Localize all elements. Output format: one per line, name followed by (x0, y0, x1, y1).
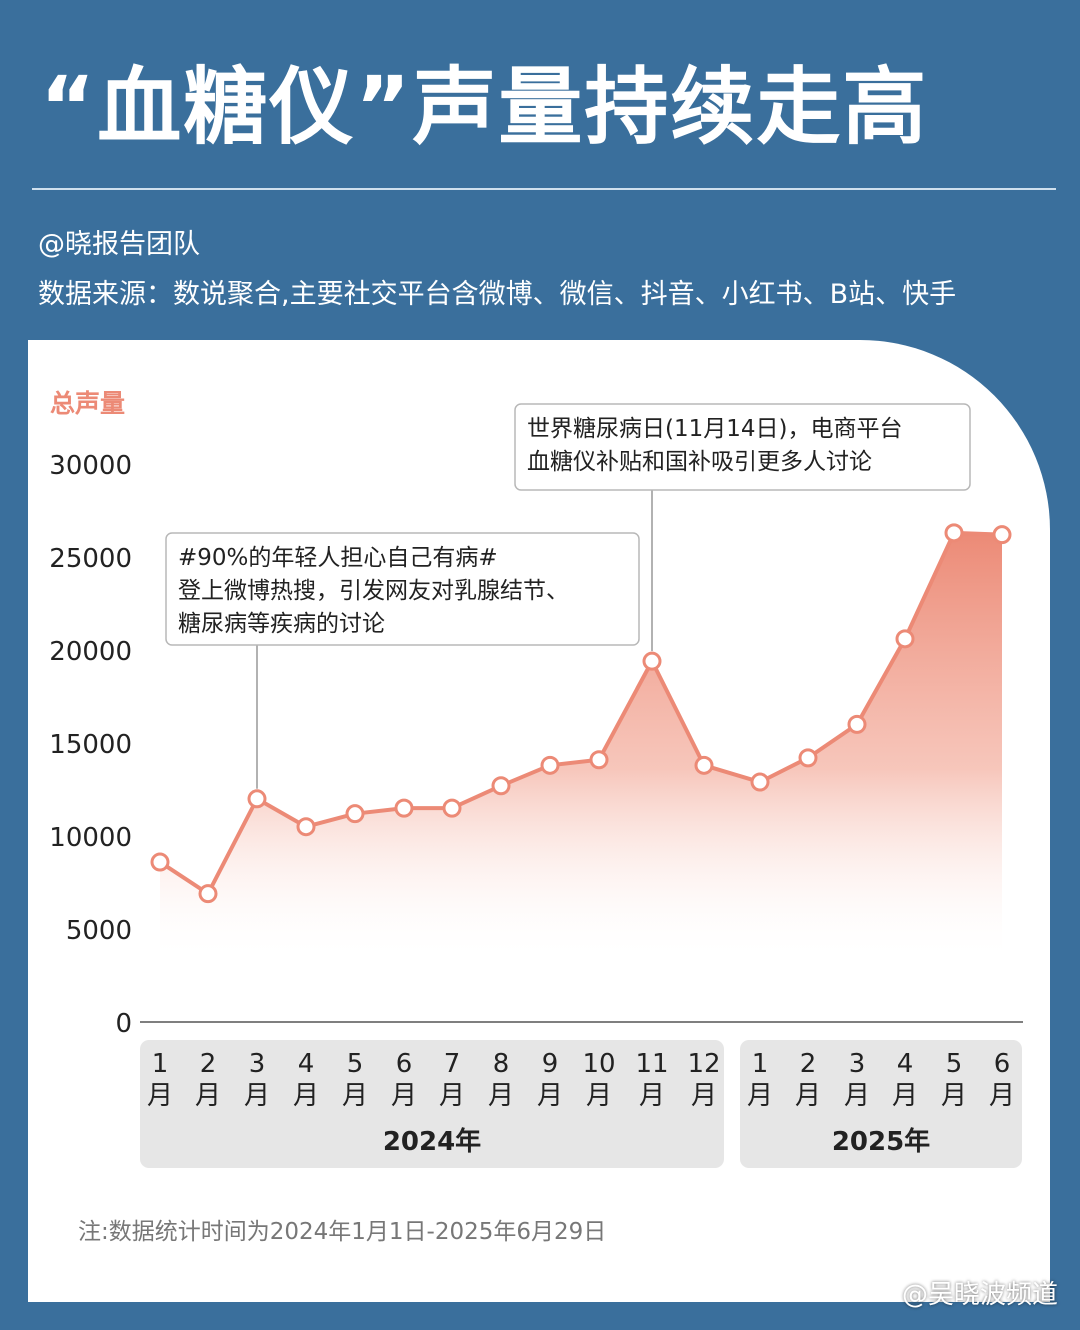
x-tick-label: 2 (800, 1049, 817, 1079)
x-tick-label-suffix: 月 (195, 1081, 221, 1111)
x-tick-label: 4 (298, 1049, 315, 1079)
data-point (750, 772, 770, 792)
data-point (491, 776, 511, 796)
x-tick-label: 5 (347, 1049, 364, 1079)
x-tick-label-suffix: 月 (691, 1081, 717, 1111)
annotation-box (514, 403, 971, 491)
data-point (442, 798, 462, 818)
data-point (247, 789, 267, 809)
x-tick-label: 4 (897, 1049, 914, 1079)
x-tick-label-suffix: 月 (586, 1081, 612, 1111)
x-tick-label-suffix: 月 (488, 1081, 514, 1111)
x-tick-label: 6 (994, 1049, 1011, 1079)
x-tick-label: 8 (493, 1049, 510, 1079)
data-point (345, 804, 365, 824)
y-tick-label: 30000 (49, 451, 132, 481)
x-tick-label-suffix: 月 (844, 1081, 870, 1111)
annotation-text: 登上微博热搜，引发网友对乳腺结节、 (178, 578, 569, 604)
x-tick-label-suffix: 月 (989, 1081, 1015, 1111)
x-tick-label: 12 (687, 1049, 720, 1079)
watermark: @吴晓波频道 (901, 1280, 1058, 1310)
page-title: “血糖仪”声量持续走高 (40, 58, 929, 156)
x-tick-label-suffix: 月 (244, 1081, 270, 1111)
x-tick-label-suffix: 月 (537, 1081, 563, 1111)
data-point (642, 651, 662, 671)
y-tick-label: 15000 (49, 730, 132, 760)
x-tick-label-suffix: 月 (439, 1081, 465, 1111)
y-axis-label: 总声量 (50, 389, 125, 418)
author-credit: @晓报告团队 (38, 229, 200, 260)
year-band (140, 1040, 724, 1168)
chart-card: 总声量 30000 25000 20000 15000 10000 5000 0 #90%的年轻… (28, 340, 1050, 1302)
data-source: 数据来源：数说聚合,主要社交平台含微博、微信、抖音、小红书、B站、快手 (38, 279, 957, 310)
x-tick-label: 11 (635, 1049, 668, 1079)
year-label: 2025年 (832, 1126, 930, 1157)
volume-area-chart: 总声量 30000 25000 20000 15000 10000 5000 0 #90%的年轻… (49, 389, 1023, 1168)
x-tick-label-suffix: 月 (342, 1081, 368, 1111)
volume-area-fill (160, 532, 1002, 962)
data-point (847, 714, 867, 734)
data-point (540, 755, 560, 775)
data-point (198, 884, 218, 904)
annotation-text: #90%的年轻人担心自己有病# (178, 545, 498, 571)
data-point (394, 798, 414, 818)
x-tick-label: 6 (396, 1049, 413, 1079)
annotation-text: 血糖仪补贴和国补吸引更多人讨论 (527, 449, 872, 475)
x-tick-label-suffix: 月 (293, 1081, 319, 1111)
y-tick-label: 0 (115, 1009, 132, 1039)
x-tick-label-suffix: 月 (639, 1081, 665, 1111)
x-tick-label-suffix: 月 (391, 1081, 417, 1111)
year-band (740, 1040, 1022, 1168)
x-tick-label: 10 (582, 1049, 615, 1079)
data-point (589, 750, 609, 770)
data-point (992, 525, 1012, 545)
year-label: 2024年 (383, 1126, 481, 1157)
x-tick-label-suffix: 月 (747, 1081, 773, 1111)
data-point (944, 523, 964, 543)
y-tick-label: 5000 (66, 916, 132, 946)
y-tick-label: 20000 (49, 637, 132, 667)
x-tick-label-suffix: 月 (147, 1081, 173, 1111)
x-tick-label: 3 (249, 1049, 266, 1079)
data-point (694, 755, 714, 775)
x-tick-label-suffix: 月 (941, 1081, 967, 1111)
y-tick-label: 25000 (49, 544, 132, 574)
annotation-box (165, 532, 640, 646)
x-tick-label: 3 (849, 1049, 866, 1079)
x-tick-label: 7 (444, 1049, 461, 1079)
data-point (895, 629, 915, 649)
footnote: 注:数据统计时间为2024年1月1日-2025年6月29日 (78, 1219, 607, 1245)
x-tick-label-suffix: 月 (892, 1081, 918, 1111)
title-divider (32, 188, 1056, 190)
y-tick-label: 10000 (49, 823, 132, 853)
x-tick-label: 5 (946, 1049, 963, 1079)
data-point (296, 817, 316, 837)
annotation-text: 糖尿病等疾病的讨论 (178, 611, 385, 637)
data-point (150, 852, 170, 872)
data-point (798, 748, 818, 768)
x-tick-label: 1 (152, 1049, 169, 1079)
x-tick-label-suffix: 月 (795, 1081, 821, 1111)
x-tick-label: 9 (542, 1049, 559, 1079)
x-tick-label: 2 (200, 1049, 217, 1079)
x-tick-label: 1 (752, 1049, 769, 1079)
annotation-text: 世界糖尿病日(11月14日)，电商平台 (527, 416, 902, 442)
